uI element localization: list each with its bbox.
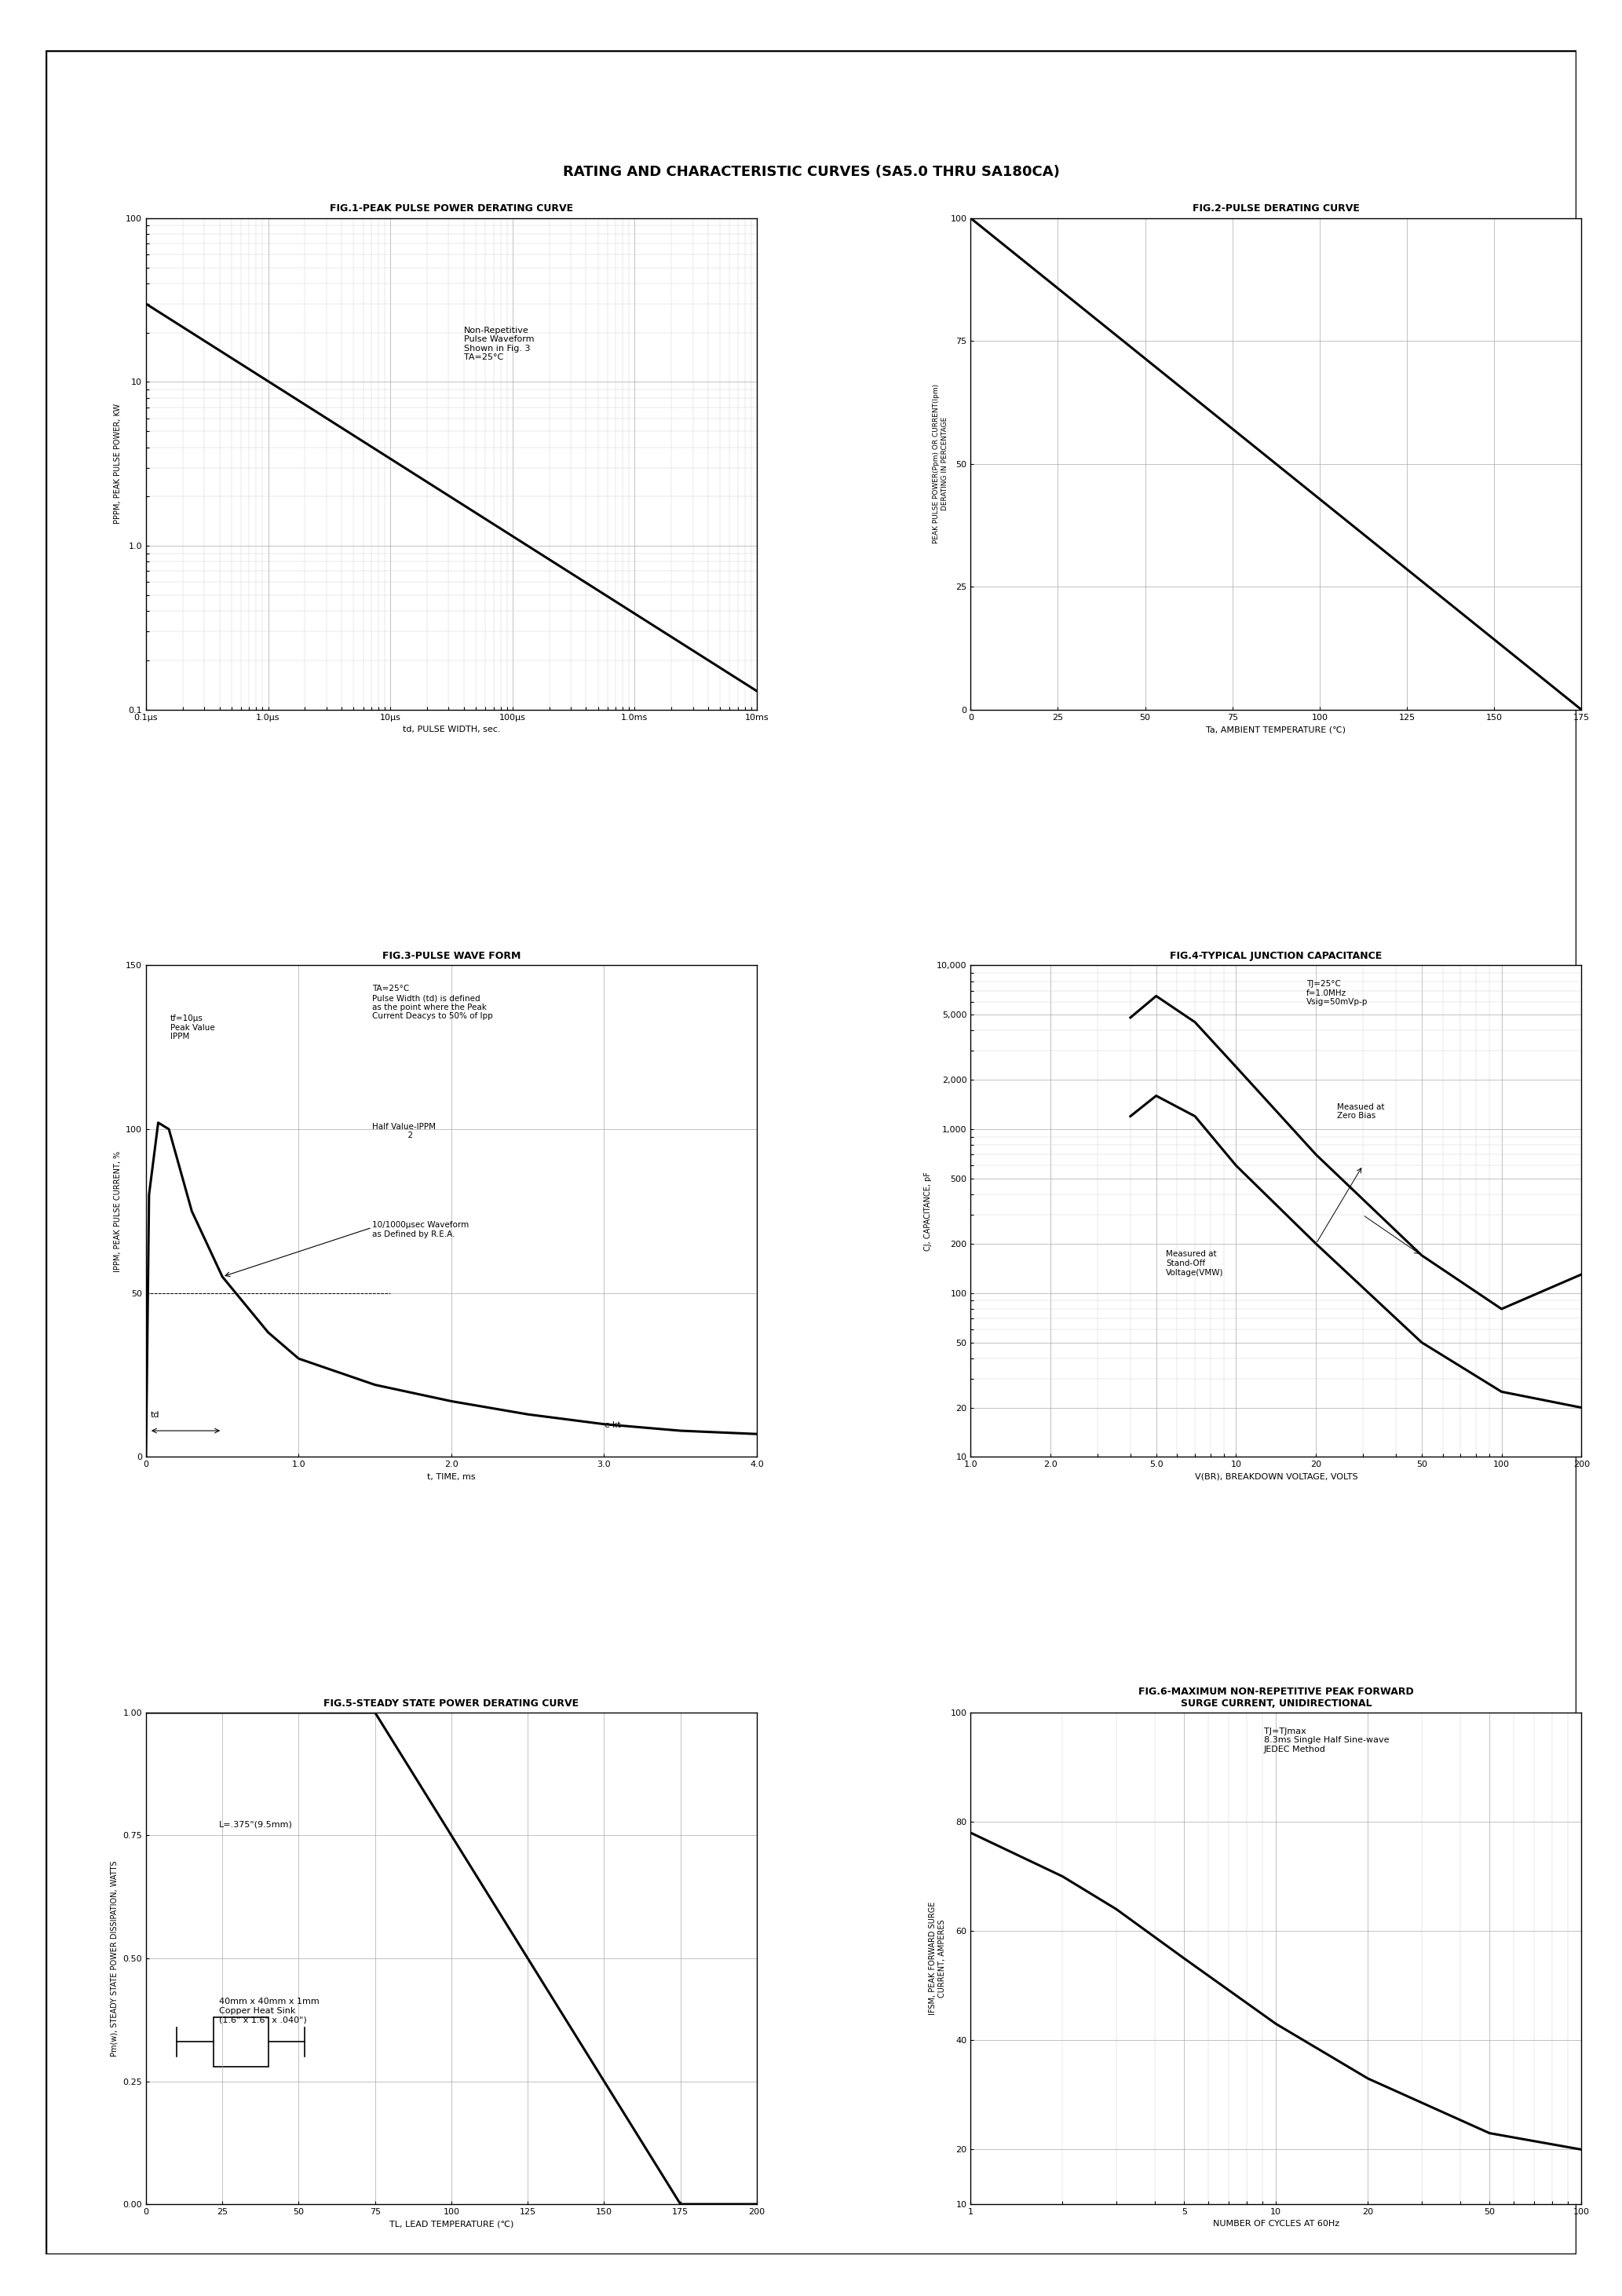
X-axis label: NUMBER OF CYCLES AT 60Hz: NUMBER OF CYCLES AT 60Hz (1213, 2220, 1340, 2227)
Title: FIG.5-STEADY STATE POWER DERATING CURVE: FIG.5-STEADY STATE POWER DERATING CURVE (324, 1699, 579, 1708)
Text: Non-Repetitive
Pulse Waveform
Shown in Fig. 3
TA=25°C: Non-Repetitive Pulse Waveform Shown in F… (464, 326, 534, 360)
Title: FIG.2-PULSE DERATING CURVE: FIG.2-PULSE DERATING CURVE (1192, 204, 1359, 214)
X-axis label: V(BR), BREAKDOWN VOLTAGE, VOLTS: V(BR), BREAKDOWN VOLTAGE, VOLTS (1194, 1474, 1358, 1481)
Text: e-kt: e-kt (603, 1421, 621, 1428)
X-axis label: t, TIME, ms: t, TIME, ms (427, 1474, 475, 1481)
Text: Half Value-IPPM
              2: Half Value-IPPM 2 (371, 1123, 436, 1139)
Text: Measued at
Zero Bias: Measued at Zero Bias (1337, 1102, 1385, 1120)
Text: 10/1000μsec Waveform
as Defined by R.E.A.: 10/1000μsec Waveform as Defined by R.E.A… (371, 1221, 469, 1238)
Y-axis label: Pm(w), STEADY STATE POWER DISSIPATION, WATTS: Pm(w), STEADY STATE POWER DISSIPATION, W… (110, 1860, 118, 2057)
Text: td: td (151, 1412, 159, 1419)
Text: RATING AND CHARACTERISTIC CURVES (SA5.0 THRU SA180CA): RATING AND CHARACTERISTIC CURVES (SA5.0 … (563, 165, 1059, 179)
Title: FIG.3-PULSE WAVE FORM: FIG.3-PULSE WAVE FORM (383, 951, 521, 962)
Y-axis label: IFSM, PEAK FORWARD SURGE
CURRENT, AMPERES: IFSM, PEAK FORWARD SURGE CURRENT, AMPERE… (929, 1901, 946, 2016)
X-axis label: td, PULSE WIDTH, sec.: td, PULSE WIDTH, sec. (402, 726, 500, 735)
Bar (212, 2018, 268, 2066)
Text: Measured at
Stand-Off
Voltage(VMW): Measured at Stand-Off Voltage(VMW) (1166, 1251, 1223, 1277)
Y-axis label: PPPM, PEAK PULSE POWER, KW: PPPM, PEAK PULSE POWER, KW (114, 404, 122, 523)
Text: tf=10μs
Peak Value
IPPM: tf=10μs Peak Value IPPM (170, 1015, 216, 1040)
Title: FIG.4-TYPICAL JUNCTION CAPACITANCE: FIG.4-TYPICAL JUNCTION CAPACITANCE (1169, 951, 1382, 962)
X-axis label: TL, LEAD TEMPERATURE (℃): TL, LEAD TEMPERATURE (℃) (389, 2220, 514, 2227)
Title: FIG.6-MAXIMUM NON-REPETITIVE PEAK FORWARD
SURGE CURRENT, UNIDIRECTIONAL: FIG.6-MAXIMUM NON-REPETITIVE PEAK FORWAR… (1139, 1685, 1414, 1708)
Title: FIG.1-PEAK PULSE POWER DERATING CURVE: FIG.1-PEAK PULSE POWER DERATING CURVE (329, 204, 573, 214)
Text: TJ=25°C
f=1.0MHz
Vsig=50mVp-p: TJ=25°C f=1.0MHz Vsig=50mVp-p (1307, 980, 1367, 1006)
Y-axis label: PEAK PULSE POWER(Ppm) OR CURRENT(Ipm)
DERATING IN PERCENTAGE: PEAK PULSE POWER(Ppm) OR CURRENT(Ipm) DE… (933, 383, 949, 544)
X-axis label: Ta, AMBIENT TEMPERATURE (℃): Ta, AMBIENT TEMPERATURE (℃) (1207, 726, 1346, 735)
Y-axis label: CJ, CAPACITANCE, pF: CJ, CAPACITANCE, pF (925, 1171, 933, 1251)
Text: L=.375"(9.5mm): L=.375"(9.5mm) (219, 1821, 294, 1828)
Text: TJ=TJmax
8.3ms Single Half Sine-wave
JEDEC Method: TJ=TJmax 8.3ms Single Half Sine-wave JED… (1264, 1727, 1388, 1754)
Text: TA=25°C
Pulse Width (td) is defined
as the point where the Peak
Current Deacys t: TA=25°C Pulse Width (td) is defined as t… (371, 985, 493, 1019)
Y-axis label: IPPM, PEAK PULSE CURRENT, %: IPPM, PEAK PULSE CURRENT, % (114, 1150, 122, 1272)
Text: 40mm x 40mm x 1mm
Copper Heat Sink
(1.6" x 1.6" x .040"): 40mm x 40mm x 1mm Copper Heat Sink (1.6"… (219, 1998, 320, 2023)
